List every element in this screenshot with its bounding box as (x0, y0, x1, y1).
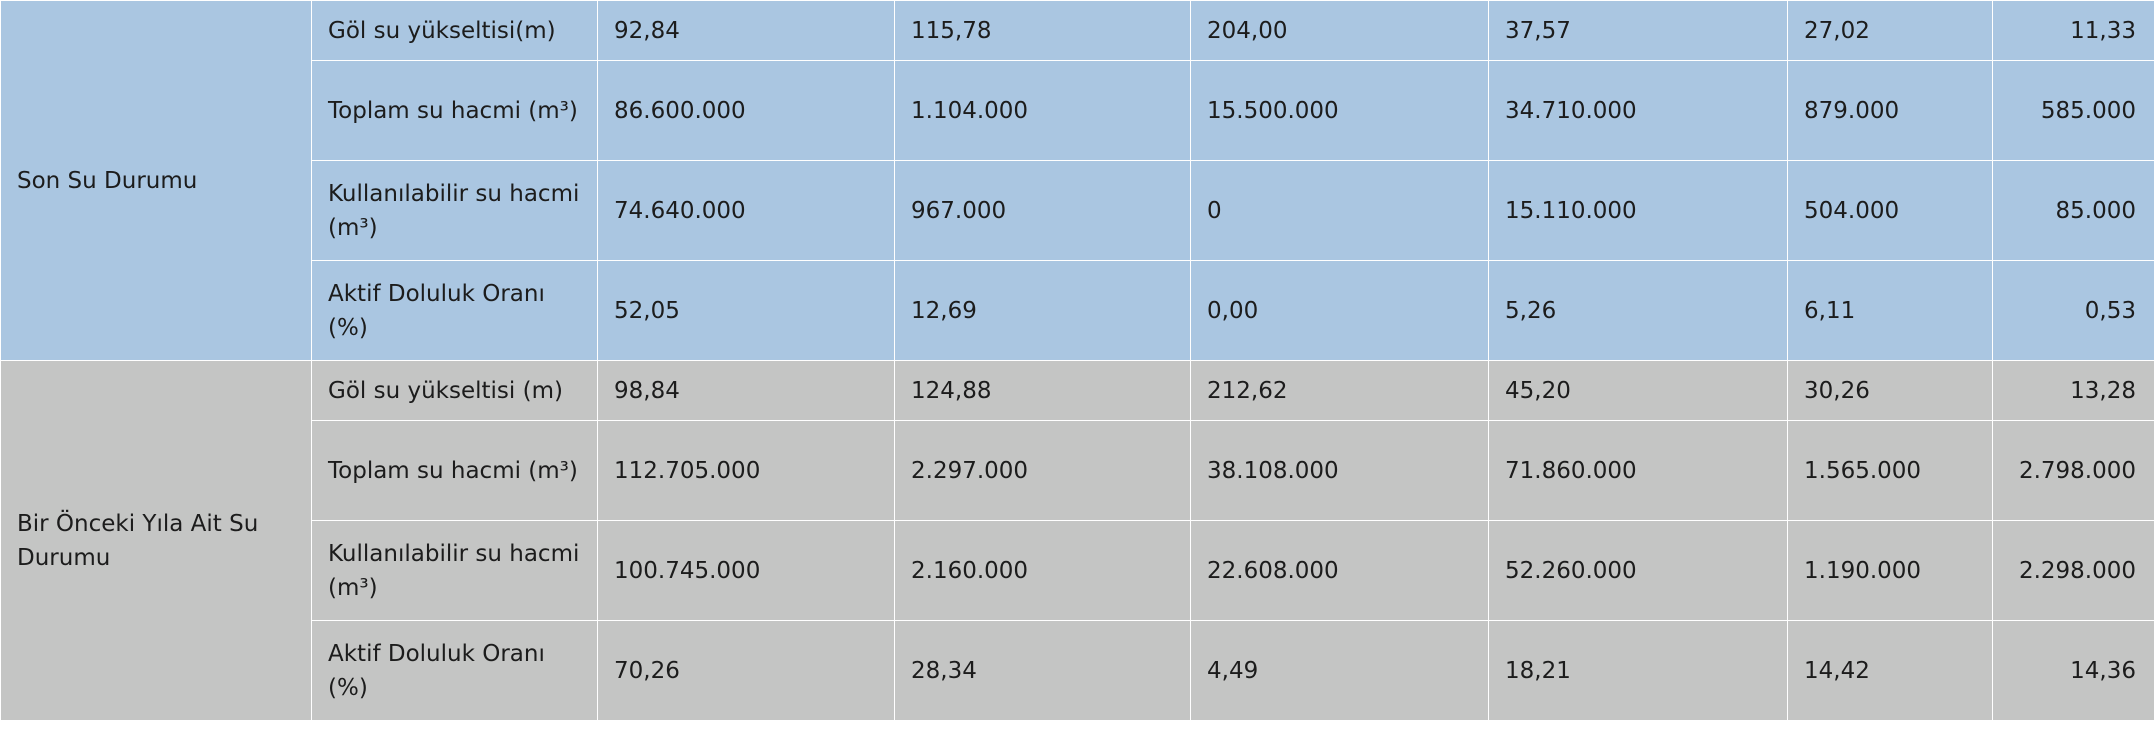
table-cell: 38.108.000 (1190, 420, 1489, 521)
metric-label: Göl su yükseltisi (m) (311, 360, 598, 421)
metric-label: Aktif Doluluk Oranı (%) (311, 260, 598, 361)
group-label: Bir Önceki Yıla Ait Su Durumu (0, 360, 312, 721)
metric-label: Toplam su hacmi (m³) (311, 420, 598, 521)
table-cell: 1.190.000 (1787, 520, 1993, 621)
table-cell: 100.745.000 (597, 520, 895, 621)
table-cell: 879.000 (1787, 60, 1993, 161)
table-cell: 27,02 (1787, 0, 1993, 61)
table-cell: 52.260.000 (1488, 520, 1788, 621)
table-cell: 74.640.000 (597, 160, 895, 261)
metric-label: Toplam su hacmi (m³) (311, 60, 598, 161)
metric-label: Göl su yükseltisi(m) (311, 0, 598, 61)
table-cell: 52,05 (597, 260, 895, 361)
table-cell: 70,26 (597, 620, 895, 721)
table-cell: 98,84 (597, 360, 895, 421)
metric-label: Kullanılabilir su hacmi (m³) (311, 520, 598, 621)
table-cell: 212,62 (1190, 360, 1489, 421)
table-cell: 0,00 (1190, 260, 1489, 361)
table-row: Aktif Doluluk Oranı (%) 52,05 12,69 0,00… (1, 260, 2154, 361)
table-cell: 92,84 (597, 0, 895, 61)
table-row: Toplam su hacmi (m³) 86.600.000 1.104.00… (1, 60, 2154, 161)
table-cell: 71.860.000 (1488, 420, 1788, 521)
metric-label: Kullanılabilir su hacmi (m³) (311, 160, 598, 261)
table-cell: 2.160.000 (894, 520, 1191, 621)
table-row: Toplam su hacmi (m³) 112.705.000 2.297.0… (1, 420, 2154, 521)
table-row: Bir Önceki Yıla Ait Su Durumu Göl su yük… (0, 360, 2154, 721)
table-cell: 115,78 (894, 0, 1191, 61)
table-cell: 2.798.000 (1992, 420, 2154, 521)
table-cell: 112.705.000 (597, 420, 895, 521)
table-row: Son Su Durumu Göl su yükseltisi(m) 92,84… (0, 0, 2154, 361)
table-cell: 1.565.000 (1787, 420, 1993, 521)
table-cell: 204,00 (1190, 0, 1489, 61)
table-cell: 6,11 (1787, 260, 1993, 361)
table-cell: 504.000 (1787, 160, 1993, 261)
table-cell: 18,21 (1488, 620, 1788, 721)
group-label: Son Su Durumu (0, 0, 312, 361)
table-cell: 2.298.000 (1992, 520, 2154, 621)
table-cell: 0 (1190, 160, 1489, 261)
table-cell: 22.608.000 (1190, 520, 1489, 621)
table-cell: 14,36 (1992, 620, 2154, 721)
table-cell: 4,49 (1190, 620, 1489, 721)
table-row: Aktif Doluluk Oranı (%) 70,26 28,34 4,49… (1, 620, 2154, 721)
table-cell: 86.600.000 (597, 60, 895, 161)
metric-label: Aktif Doluluk Oranı (%) (311, 620, 598, 721)
table-cell: 85.000 (1992, 160, 2154, 261)
table-cell: 28,34 (894, 620, 1191, 721)
table-cell: 2.297.000 (894, 420, 1191, 521)
table-cell: 34.710.000 (1488, 60, 1788, 161)
table-cell: 1.104.000 (894, 60, 1191, 161)
table-row: Kullanılabilir su hacmi (m³) 100.745.000… (1, 520, 2154, 621)
table-cell: 585.000 (1992, 60, 2154, 161)
table-cell: 30,26 (1787, 360, 1993, 421)
table-cell: 12,69 (894, 260, 1191, 361)
table-cell: 0,53 (1992, 260, 2154, 361)
table-cell: 15.110.000 (1488, 160, 1788, 261)
table-cell: 45,20 (1488, 360, 1788, 421)
table-cell: 13,28 (1992, 360, 2154, 421)
table-cell: 5,26 (1488, 260, 1788, 361)
table-cell: 37,57 (1488, 0, 1788, 61)
table-cell: 15.500.000 (1190, 60, 1489, 161)
table-cell: 124,88 (894, 360, 1191, 421)
table-cell: 11,33 (1992, 0, 2154, 61)
table-cell: 967.000 (894, 160, 1191, 261)
table-cell: 14,42 (1787, 620, 1993, 721)
table-row: Kullanılabilir su hacmi (m³) 74.640.000 … (1, 160, 2154, 261)
